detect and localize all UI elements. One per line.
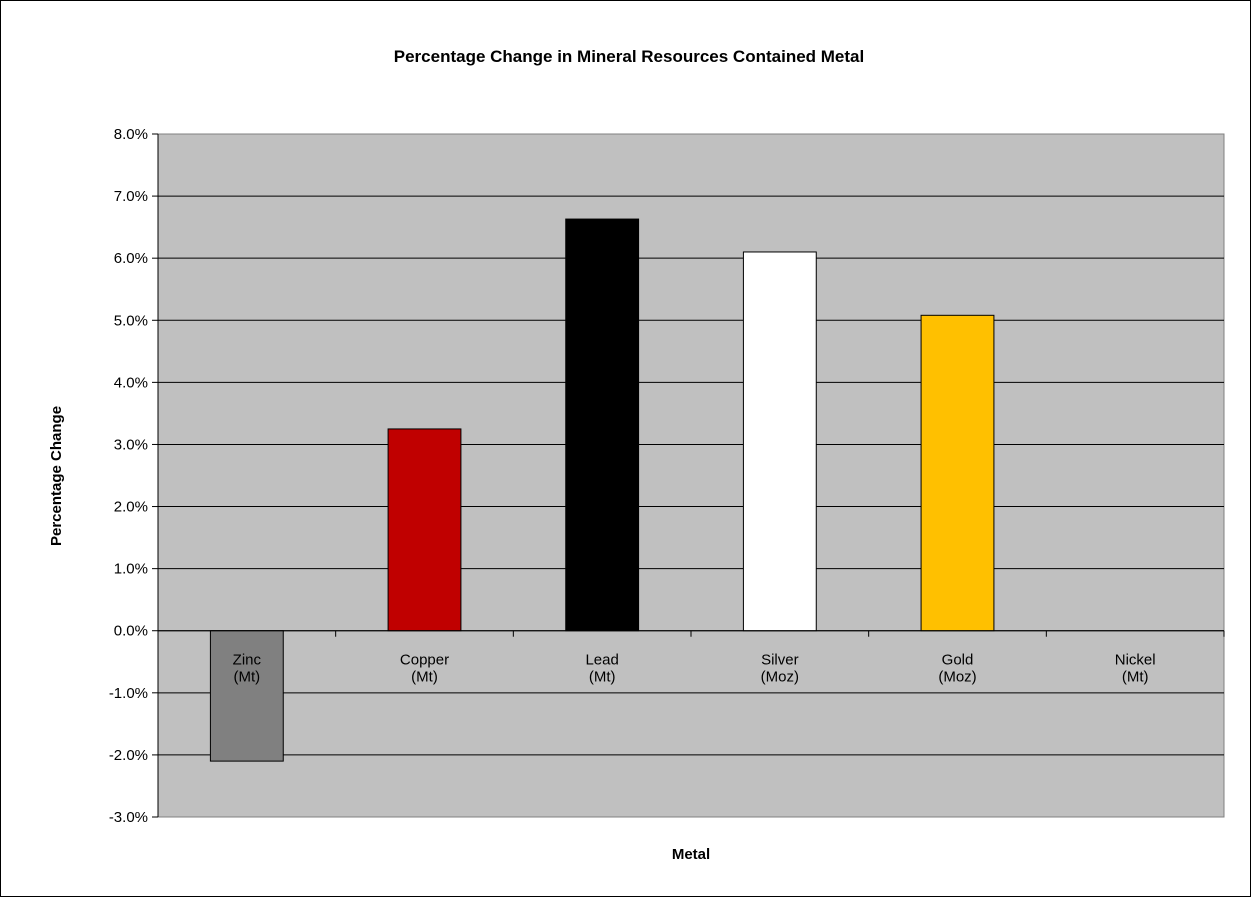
y-axis-title: Percentage Change (48, 406, 65, 546)
y-tick-label: 6.0% (114, 250, 148, 267)
x-category-unit: (Mt) (234, 669, 261, 686)
bar-zinc (209, 630, 284, 762)
y-axis-ticks: -3.0% -2.0% -1.0% 0.0% 1.0% 2.0% 3.0% 4.0% 5.0% 6… (109, 126, 159, 826)
y-tick-label: 4.0% (114, 374, 148, 391)
y-tick-label: -1.0% (109, 685, 148, 702)
y-tick-label: 0.0% (114, 623, 148, 640)
x-category-label: Copper (Mt) (400, 652, 449, 686)
bar-gold (920, 314, 995, 632)
x-category-name: Lead (585, 652, 618, 669)
x-category-label: Lead (Mt) (585, 652, 618, 686)
gridlines (158, 195, 1224, 756)
x-category-unit: (Mt) (1122, 669, 1149, 686)
x-category-unit: (Moz) (761, 669, 799, 686)
bar-lead (565, 218, 640, 632)
x-category-label: Silver (Moz) (761, 652, 799, 686)
y-tick-label: 7.0% (114, 188, 148, 205)
x-category-unit: (Moz) (938, 669, 976, 686)
category-labels: Zinc (Mt)Copper (Mt)Lead (Mt)Silver (Moz)Gol… (233, 652, 1156, 686)
y-tick-label: -2.0% (109, 747, 148, 764)
y-tick-label: 8.0% (114, 126, 148, 143)
x-category-label: Gold (Moz) (938, 652, 976, 686)
y-tick-label: -3.0% (109, 809, 148, 826)
chart-title: Percentage Change in Mineral Resources C… (394, 47, 864, 66)
plot-area (157, 133, 1225, 818)
x-category-name: Copper (400, 652, 449, 669)
x-category-name: Zinc (233, 652, 262, 669)
bar-silver (742, 251, 817, 632)
y-tick-label: 2.0% (114, 499, 148, 516)
x-category-name: Gold (942, 652, 974, 669)
x-category-label: Nickel (Mt) (1115, 652, 1156, 686)
x-category-label: Zinc (Mt) (233, 652, 262, 686)
bar-copper (387, 428, 462, 632)
x-category-name: Nickel (1115, 652, 1156, 669)
y-tick-label: 1.0% (114, 561, 148, 578)
x-category-unit: (Mt) (411, 669, 438, 686)
x-axis-title: Metal (672, 846, 710, 863)
x-category-unit: (Mt) (589, 669, 616, 686)
y-tick-label: 3.0% (114, 436, 148, 453)
x-category-name: Silver (761, 652, 799, 669)
y-tick-label: 5.0% (114, 312, 148, 329)
